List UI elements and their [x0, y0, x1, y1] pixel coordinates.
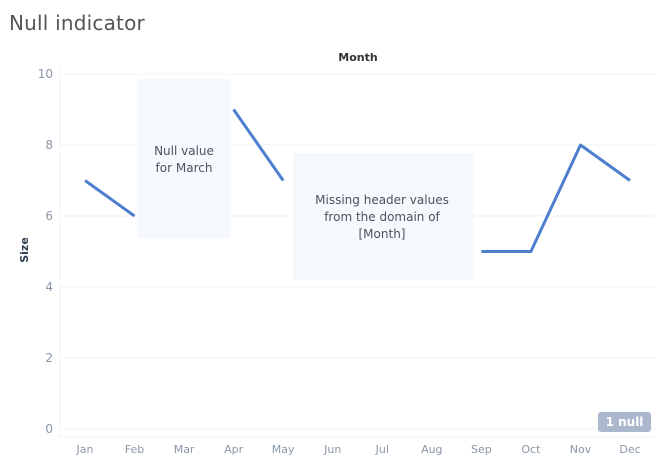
y-tick-label: 2	[45, 351, 53, 365]
column-header: Month	[338, 51, 377, 64]
annotation-text-line: [Month]	[359, 227, 406, 241]
series-line-segment	[84, 179, 136, 218]
page-title: Null indicator	[9, 11, 145, 35]
x-tick-label: Nov	[570, 443, 592, 456]
annotation-text-line: Null value	[154, 144, 214, 158]
series-line-segment	[481, 143, 631, 253]
y-tick-label: 6	[45, 209, 53, 223]
series-line-segment	[232, 108, 285, 182]
annotation-text-line: from the domain of	[324, 210, 440, 224]
x-tick-label: Jul	[375, 443, 389, 456]
annotation-text-line: for March	[156, 161, 213, 175]
null-indicator-badge	[598, 412, 651, 432]
x-tick-label: Mar	[174, 443, 195, 456]
x-tick-label: Aug	[421, 443, 442, 456]
y-axis-label: Size	[18, 237, 31, 263]
annotation-box-null-march	[138, 79, 230, 238]
null-indicator-label: 1 null	[606, 415, 644, 429]
y-tick-label: 8	[45, 138, 53, 152]
x-tick-label: Dec	[619, 443, 640, 456]
x-tick-label: Jan	[76, 443, 94, 456]
annotation-text-line: Missing header values	[315, 193, 449, 207]
annotation-box-missing-header	[293, 153, 473, 280]
y-tick-label: 10	[38, 67, 53, 81]
y-tick-label: 0	[45, 422, 53, 436]
x-tick-label: Oct	[521, 443, 541, 456]
x-tick-label: Feb	[125, 443, 144, 456]
x-tick-label: Jun	[323, 443, 341, 456]
x-tick-label: Sep	[471, 443, 492, 456]
x-tick-label: Apr	[224, 443, 244, 456]
y-tick-label: 4	[45, 280, 53, 294]
x-tick-label: May	[272, 443, 295, 456]
